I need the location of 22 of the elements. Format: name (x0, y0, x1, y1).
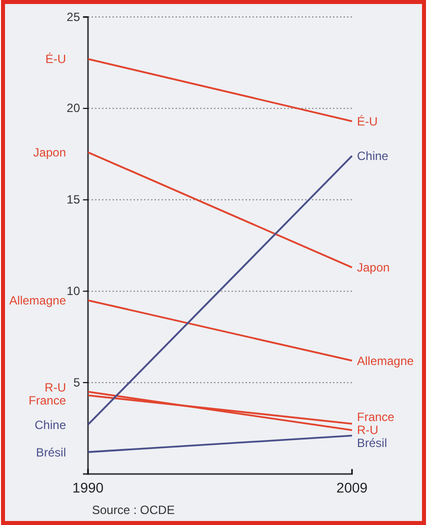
y-tick-label: 5 (73, 375, 80, 390)
series-label: Chine (357, 149, 389, 164)
series-label: R-U (357, 423, 378, 438)
text: Brésil (36, 445, 66, 460)
series-label: É-U (357, 114, 378, 128)
series-label: France (357, 410, 395, 424)
y-tick-label: 20 (66, 101, 80, 116)
text: Japon (33, 145, 66, 160)
y-tick-label: 10 (66, 284, 80, 298)
y-tick-label: 15 (66, 192, 80, 207)
text: Allemagne (9, 294, 66, 308)
source-note: Source : OCDE (92, 503, 175, 517)
x-tick-label: 1990 (72, 479, 104, 496)
series-label: Allemagne (357, 354, 414, 368)
text: É-U (45, 52, 66, 66)
y-tick-label: 25 (66, 10, 80, 24)
series-label: Brésil (357, 436, 388, 450)
text: France (28, 393, 66, 408)
x-tick-label: 2009 (336, 479, 368, 496)
series-label: Japon (357, 260, 390, 275)
text: Chine (34, 418, 66, 432)
text: R-U (44, 380, 66, 394)
